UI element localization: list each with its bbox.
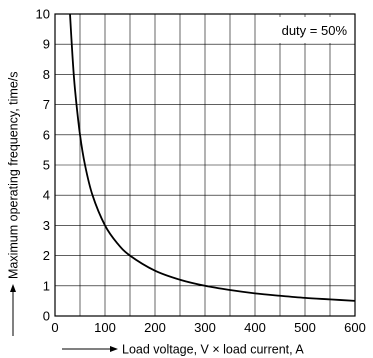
y-tick-label: 2 <box>43 248 50 263</box>
x-tick-label: 300 <box>194 320 216 335</box>
y-tick-label: 5 <box>43 158 50 173</box>
y-axis-arrow-head <box>10 284 16 292</box>
y-tick-label: 1 <box>43 278 50 293</box>
x-axis-arrow-head <box>110 346 118 352</box>
x-axis-title-group: Load voltage, V × load current, A <box>62 343 304 357</box>
y-tick-label: 7 <box>43 97 50 112</box>
x-tick-label: 500 <box>294 320 316 335</box>
y-tick-label: 3 <box>43 218 50 233</box>
y-axis-title: Maximum operating frequency, time/s <box>7 72 21 280</box>
x-tick-label: 100 <box>94 320 116 335</box>
x-tick-label: 400 <box>244 320 266 335</box>
annotation-text: duty = 50% <box>282 23 348 38</box>
x-axis-ticks: 0 100 200 300 400 500 600 <box>51 320 365 335</box>
annotation-box: duty = 50% <box>256 17 352 43</box>
y-tick-label: 10 <box>36 7 50 22</box>
series-layer <box>69 13 356 302</box>
y-tick-label: 8 <box>43 67 50 82</box>
plot-frame <box>54 13 356 317</box>
grid <box>55 14 355 316</box>
y-tick-label: 6 <box>43 127 50 142</box>
annotation-background <box>256 17 352 43</box>
x-axis-title: Load voltage, V × load current, A <box>122 343 304 357</box>
y-tick-label: 9 <box>43 37 50 52</box>
y-axis-title-group: Maximum operating frequency, time/s <box>7 72 21 336</box>
x-tick-label: 0 <box>51 320 58 335</box>
y-tick-label: 0 <box>43 309 50 324</box>
y-axis-ticks: 0 1 2 3 4 5 6 7 8 9 10 <box>36 7 50 324</box>
series-line <box>69 13 356 302</box>
x-tick-label: 600 <box>344 320 366 335</box>
x-tick-label: 200 <box>144 320 166 335</box>
y-tick-label: 4 <box>43 188 50 203</box>
